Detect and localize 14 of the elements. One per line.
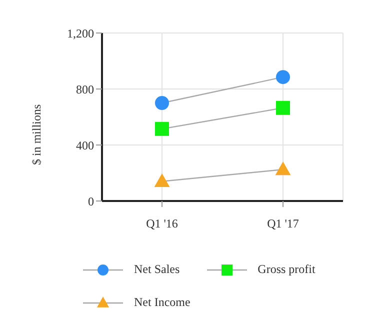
x-tick-label: Q1 '17 [267,216,299,231]
legend-label: Gross profit [258,262,316,277]
legend-label: Net Income [134,295,190,310]
y-tick-label: 400 [76,138,94,152]
point [276,70,290,84]
y-tick-label: 800 [76,82,94,96]
y-tick-label: 1,200 [67,26,94,40]
y-tick-label: 0 [88,194,94,208]
x-tick-label: Q1 '16 [146,216,178,231]
legend-label: Net Sales [134,262,180,277]
y-axis-title: $ in millions [29,104,44,165]
point [155,122,169,136]
point [155,96,169,110]
point [276,100,290,115]
